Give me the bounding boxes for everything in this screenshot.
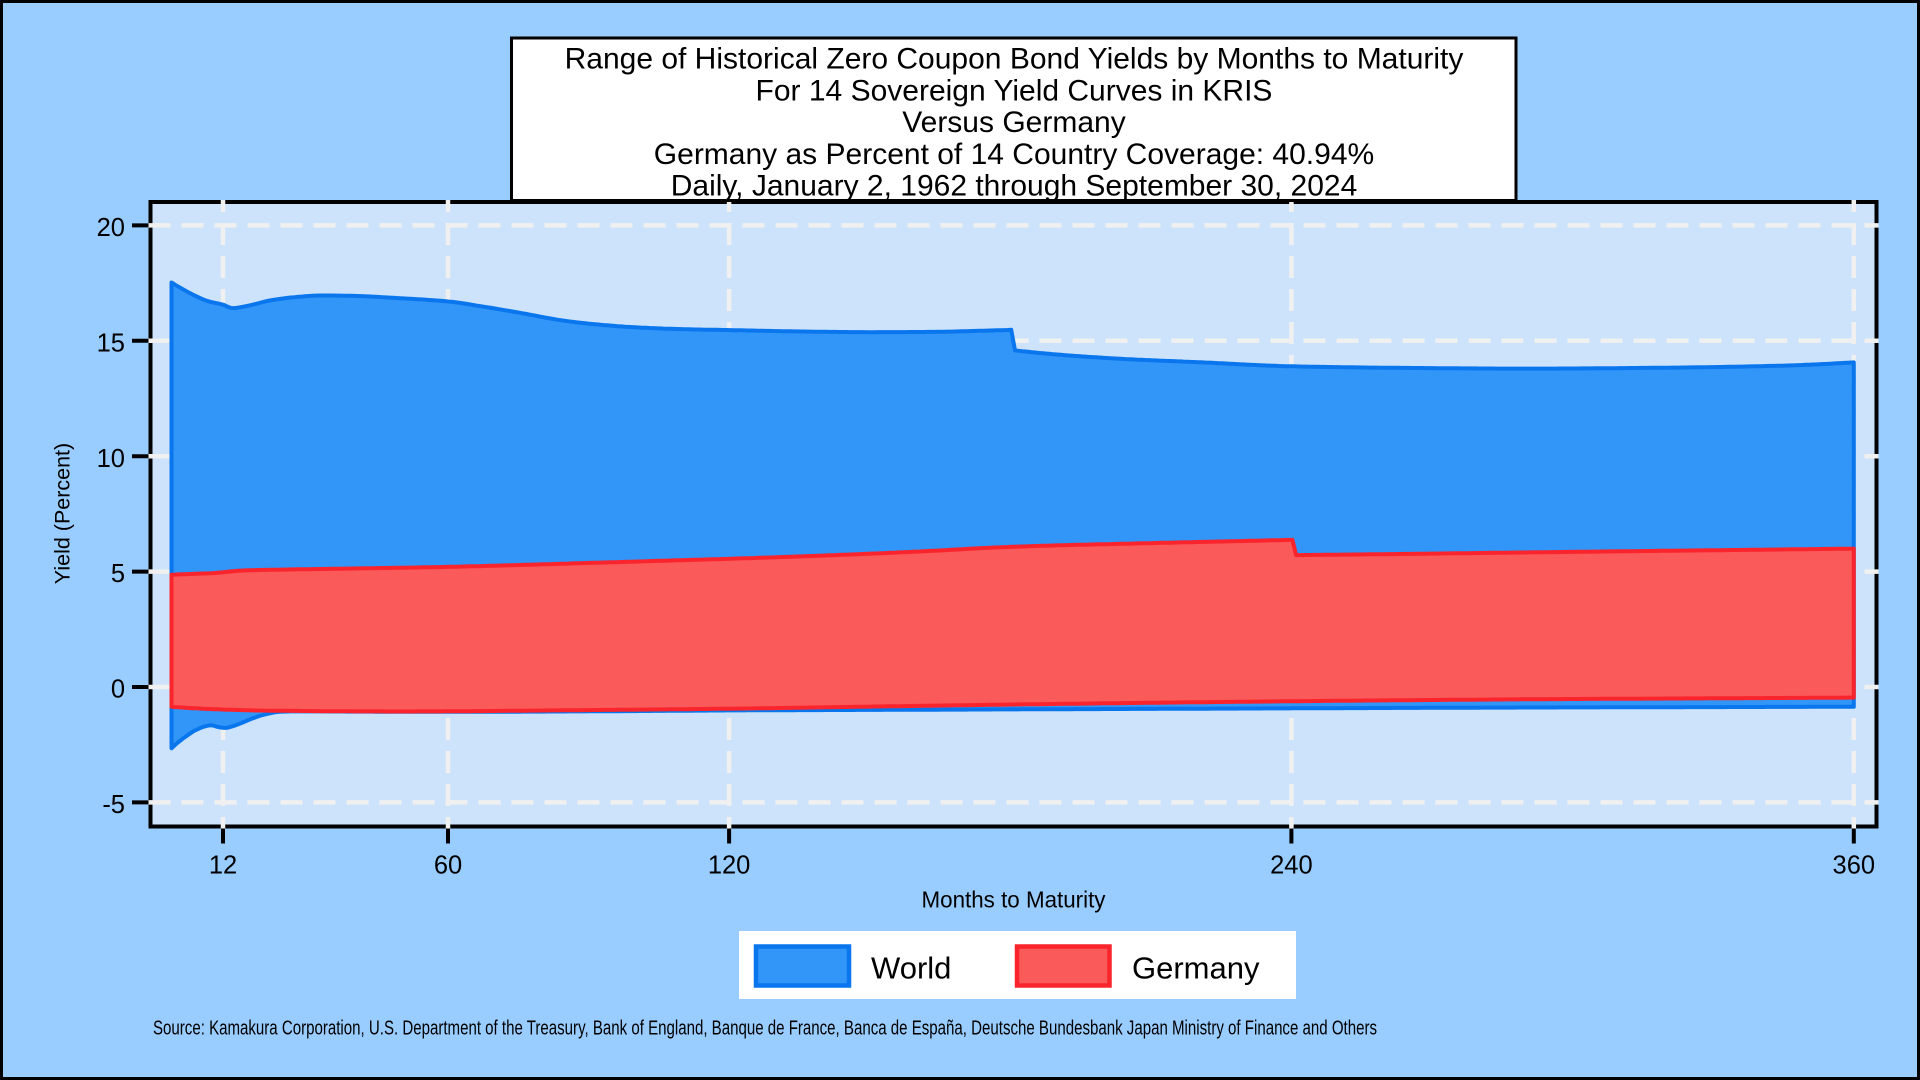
svg-text:Source: Kamakura Corporation,: Source: Kamakura Corporation, U.S. Depar… <box>153 1018 1377 1040</box>
svg-text:Yield (Percent): Yield (Percent) <box>51 443 75 584</box>
svg-text:20: 20 <box>97 214 125 242</box>
svg-text:Germany: Germany <box>1132 951 1260 986</box>
svg-text:World: World <box>871 951 951 986</box>
svg-text:-5: -5 <box>102 791 125 819</box>
svg-text:12: 12 <box>209 852 237 880</box>
svg-text:360: 360 <box>1833 852 1876 880</box>
svg-text:Range of Historical Zero Coupo: Range of Historical Zero Coupon Bond Yie… <box>565 43 1464 76</box>
svg-text:Daily, January 2, 1962 through: Daily, January 2, 1962 through September… <box>671 170 1358 203</box>
svg-text:240: 240 <box>1270 852 1313 880</box>
svg-text:Germany as Percent of 14 Count: Germany as Percent of 14 Country Coverag… <box>654 138 1374 171</box>
svg-text:Versus Germany: Versus Germany <box>902 106 1125 139</box>
svg-text:For 14 Sovereign Yield Curves: For 14 Sovereign Yield Curves in KRIS <box>756 74 1273 107</box>
svg-text:5: 5 <box>111 560 125 588</box>
svg-text:Months to Maturity: Months to Maturity <box>922 887 1106 913</box>
svg-text:15: 15 <box>97 329 125 357</box>
svg-text:10: 10 <box>97 445 125 473</box>
svg-text:0: 0 <box>111 676 125 704</box>
svg-text:60: 60 <box>434 852 462 880</box>
svg-text:120: 120 <box>708 852 751 880</box>
